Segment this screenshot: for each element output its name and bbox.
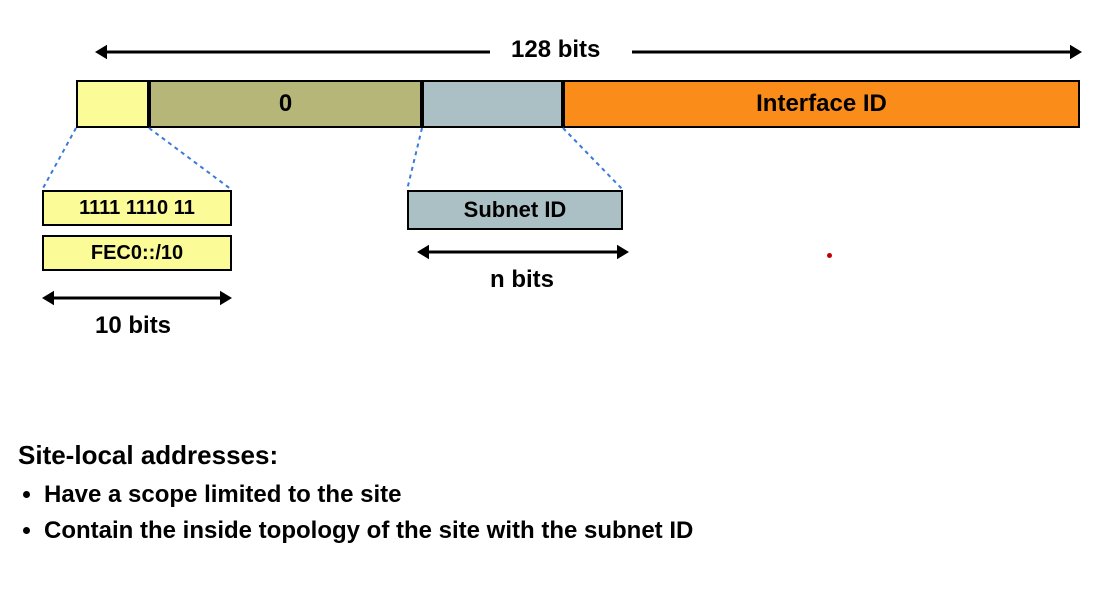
segment-interface: Interface ID [563,80,1080,128]
subnet-bits-label: n bits [490,266,554,294]
segment-zero: 0 [149,80,422,128]
decorative-dot [827,253,832,258]
prefix-callout-box-0: 1111 1110 11 [42,190,232,226]
description-heading: Site-local addresses: [18,440,693,471]
description-bullet: Have a scope limited to the site [44,481,693,509]
total-bits-label: 128 bits [511,36,600,64]
description-bullet: Contain the inside topology of the site … [44,517,693,545]
prefix-callout-box-1: FEC0::/10 [42,235,232,271]
segment-prefix [76,80,149,128]
prefix-bits-label: 10 bits [95,312,171,340]
subnet-callout-box: Subnet ID [407,190,623,230]
description-text: Site-local addresses: Have a scope limit… [18,440,693,553]
segment-subnet [422,80,563,128]
